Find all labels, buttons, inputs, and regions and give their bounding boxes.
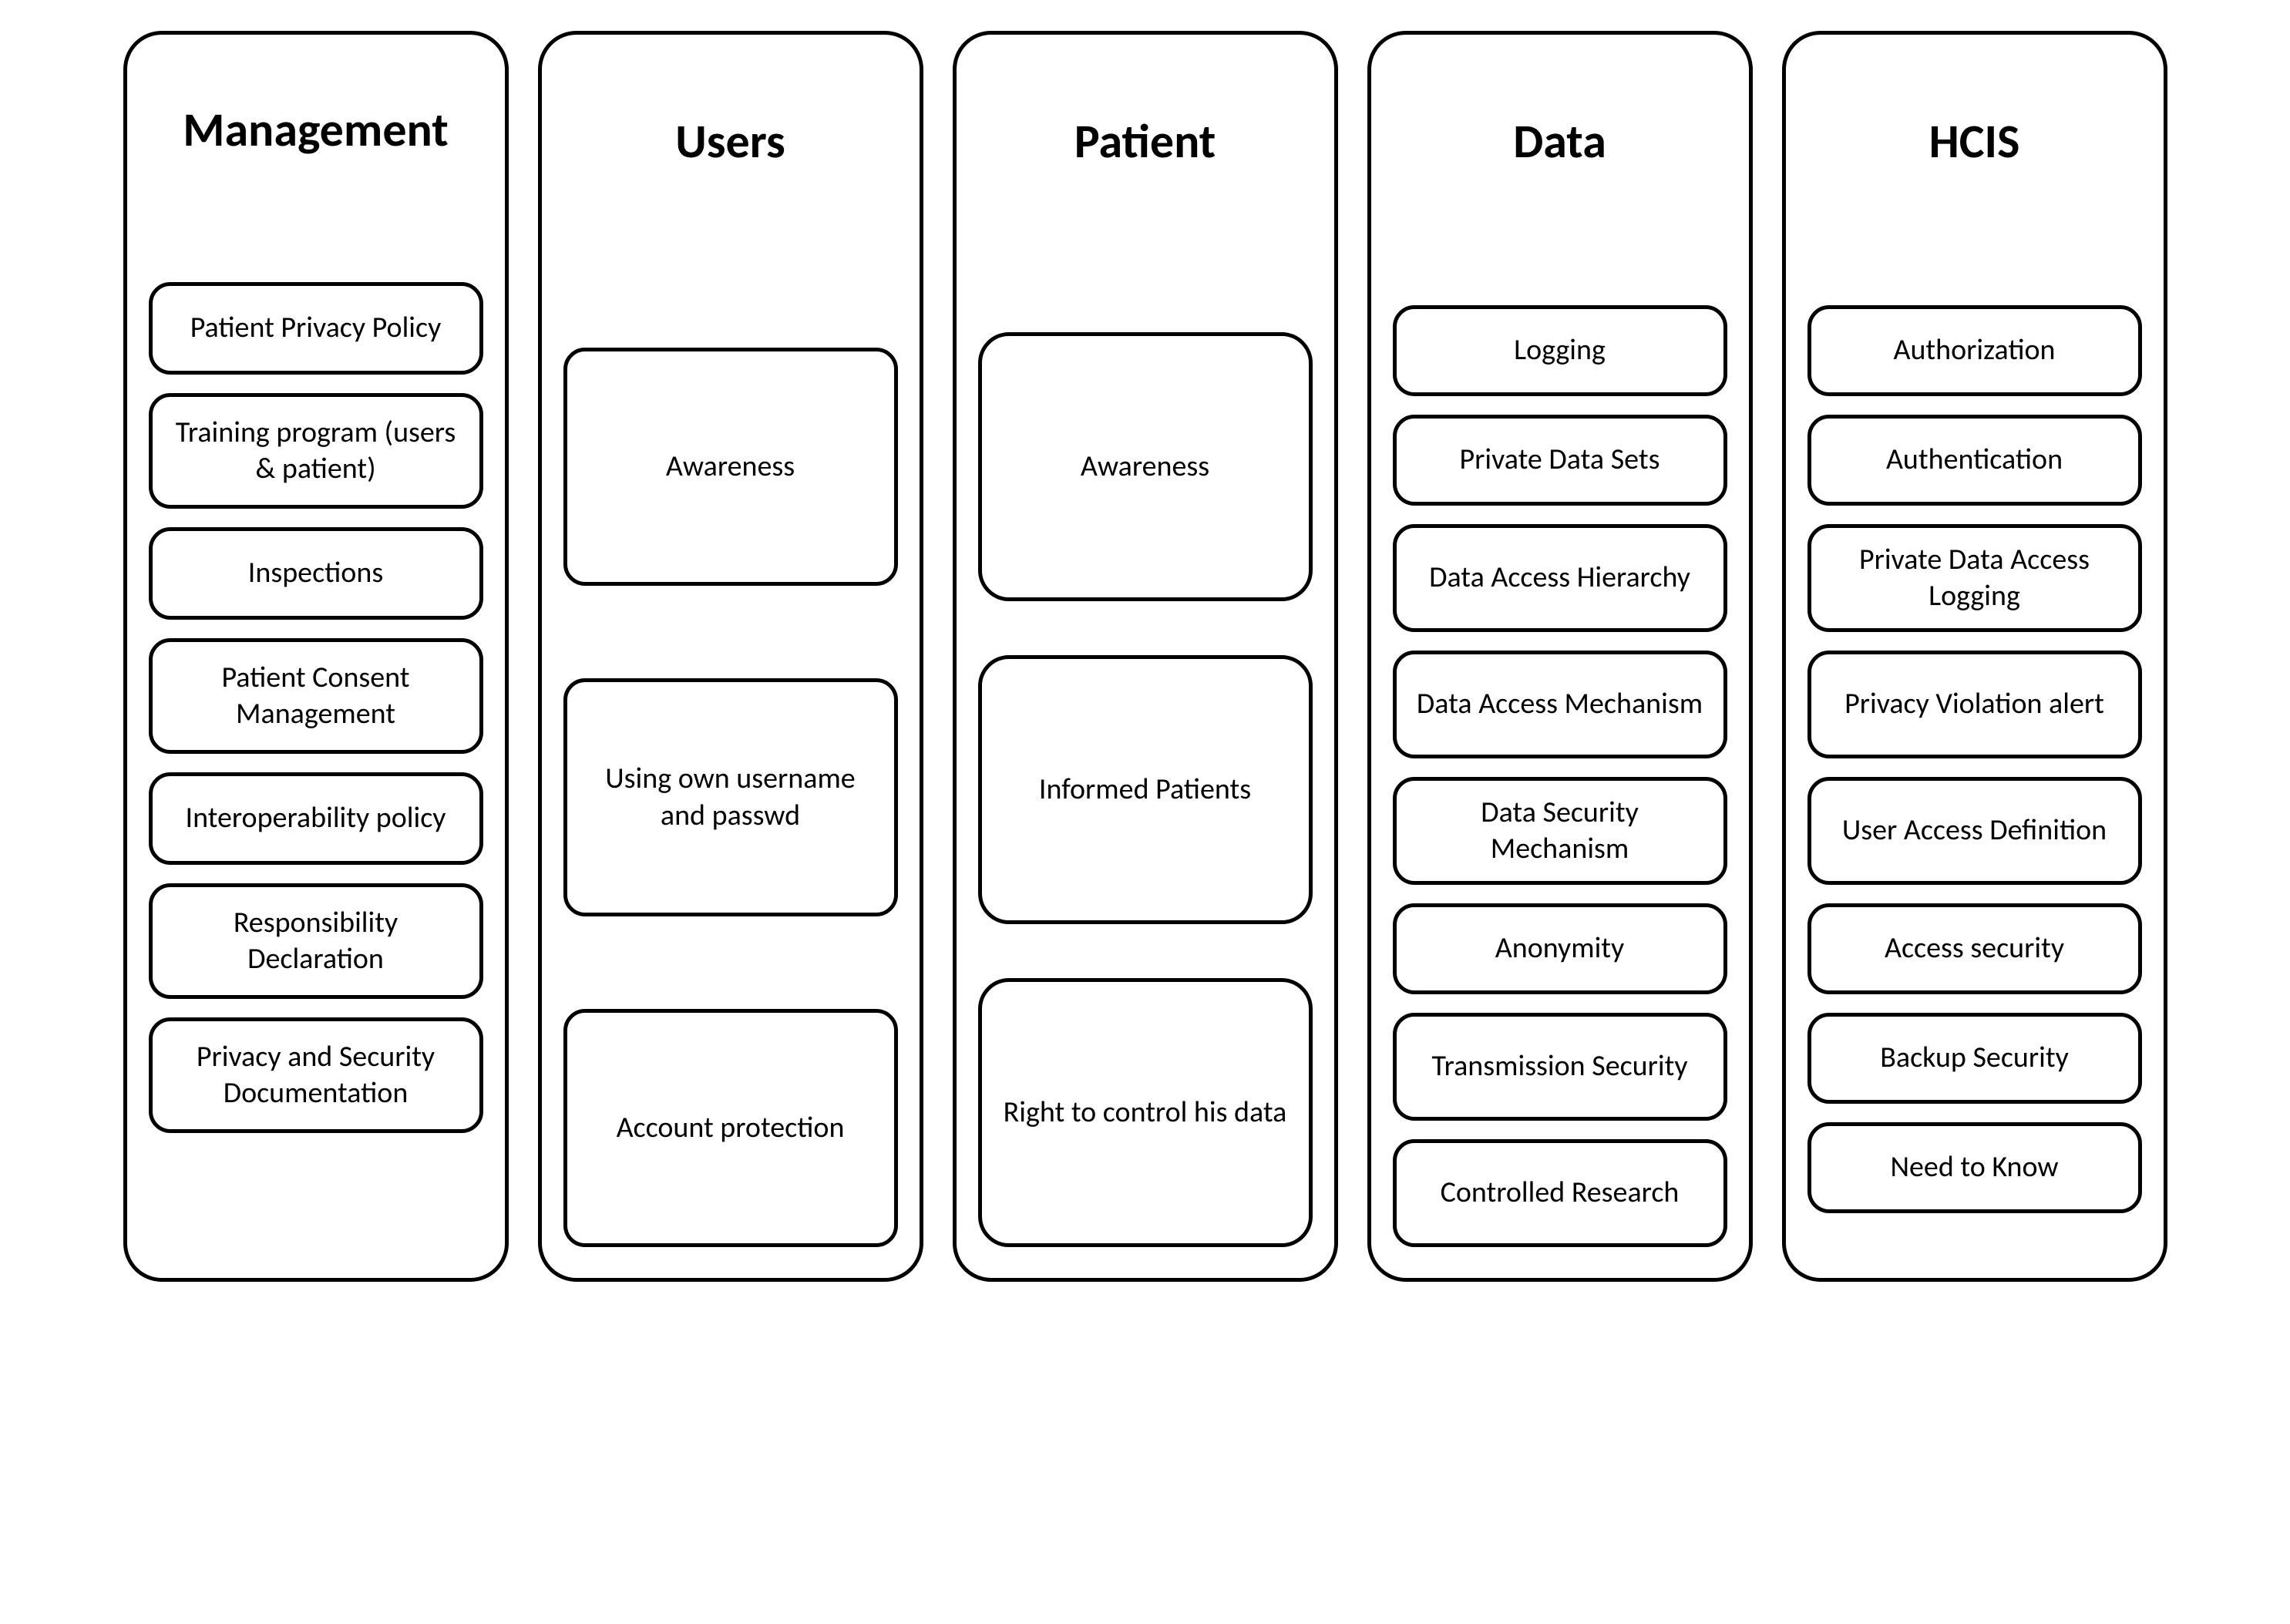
column-management: Management Patient Privacy Policy Traini… [123, 31, 509, 1282]
item-data-access-mechanism: Data Access Mechanism [1393, 651, 1727, 758]
item-private-data-sets: Private Data Sets [1393, 415, 1727, 506]
items-hcis: Authorization Authentication Private Dat… [1807, 305, 2142, 1247]
item-privacy-violation-alert: Privacy Violation alert [1807, 651, 2142, 758]
items-management: Patient Privacy Policy Training program … [149, 282, 483, 1247]
item-data-security-mechanism: Data Security Mechanism [1393, 777, 1727, 885]
item-inspections: Inspections [149, 527, 483, 620]
item-need-to-know: Need to Know [1807, 1122, 2142, 1213]
item-authentication: Authentication [1807, 415, 2142, 506]
item-responsibility-declaration: Responsibility Declaration [149, 883, 483, 999]
item-authorization: Authorization [1807, 305, 2142, 396]
column-title-users: Users [563, 112, 898, 170]
column-patient: Patient Awareness Informed Patients Righ… [953, 31, 1338, 1282]
item-informed-patients: Informed Patients [978, 655, 1313, 924]
item-account-protection: Account protection [563, 1009, 898, 1247]
column-users: Users Awareness Using own username and p… [538, 31, 923, 1282]
column-title-management: Management [149, 100, 483, 159]
item-users-awareness: Awareness [563, 348, 898, 586]
items-patient: Awareness Informed Patients Right to con… [978, 332, 1313, 1247]
item-anonymity: Anonymity [1393, 903, 1727, 994]
column-title-patient: Patient [978, 112, 1313, 170]
item-private-data-access-logging: Private Data Access Logging [1807, 524, 2142, 632]
column-title-hcis: HCIS [1807, 112, 2142, 170]
item-transmission-security: Transmission Security [1393, 1013, 1727, 1121]
item-controlled-research: Controlled Research [1393, 1139, 1727, 1247]
item-patient-privacy-policy: Patient Privacy Policy [149, 282, 483, 375]
item-interoperability-policy: Interoperability policy [149, 772, 483, 865]
items-users: Awareness Using own username and passwd … [563, 348, 898, 1247]
item-access-security: Access security [1807, 903, 2142, 994]
item-right-to-control-data: Right to control his data [978, 978, 1313, 1247]
item-training-program: Training program (users & patient) [149, 393, 483, 509]
column-hcis: HCIS Authorization Authentication Privat… [1782, 31, 2167, 1282]
item-backup-security: Backup Security [1807, 1013, 2142, 1104]
items-data: Logging Private Data Sets Data Access Hi… [1393, 305, 1727, 1247]
column-title-data: Data [1393, 112, 1727, 170]
item-own-username-passwd: Using own username and passwd [563, 678, 898, 916]
item-privacy-security-documentation: Privacy and Security Documentation [149, 1017, 483, 1133]
column-data: Data Logging Private Data Sets Data Acce… [1367, 31, 1753, 1282]
item-patient-consent-management: Patient Consent Management [149, 638, 483, 754]
item-user-access-definition: User Access Definition [1807, 777, 2142, 885]
item-data-access-hierarchy: Data Access Hierarchy [1393, 524, 1727, 632]
item-logging: Logging [1393, 305, 1727, 396]
item-patient-awareness: Awareness [978, 332, 1313, 601]
